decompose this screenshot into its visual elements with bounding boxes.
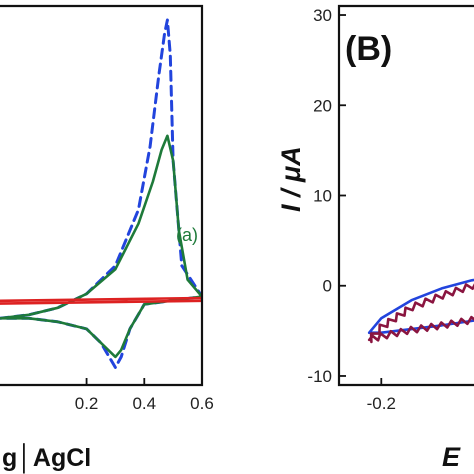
- panel-b-y-tick-label: -10: [307, 367, 332, 386]
- panel-b-ticks: -0.2 -10 0 10 20 30: [307, 6, 396, 413]
- panel-b-y-tick-label: 30: [313, 6, 332, 25]
- panel-a-annotation: (a): [176, 225, 198, 245]
- panel-b-y-axis-label: I / μA: [276, 146, 306, 212]
- panel-b-y-tick-label: 10: [313, 187, 332, 206]
- panel-b-x-axis-label: E: [442, 442, 461, 472]
- panel-a-x-tick-label: 0.2: [75, 394, 99, 413]
- panel-a-frame: [0, 4, 204, 387]
- panel-b-plot-area: [367, 278, 474, 344]
- panel-b-series-0-line: [367, 278, 474, 334]
- panel-a-x-tick-label: 0.6: [190, 394, 214, 413]
- panel-a-series-2-line: [0, 296, 202, 305]
- panel-b-series-1-line: [367, 283, 474, 344]
- panel-b-y-tick-label: 0: [323, 277, 332, 296]
- panel-a: 0.2 0.4 0.6 g│AgCl (a): [0, 4, 214, 474]
- panel-a-x-axis-label-fragment: g│AgCl: [2, 443, 91, 474]
- panel-b-label: (B): [345, 30, 392, 68]
- panel-b: -0.2 -10 0 10 20 30 (B) I / μA E: [276, 4, 474, 472]
- panel-a-series-1-line: [0, 134, 202, 359]
- panel-a-plot-area: [0, 18, 202, 369]
- panel-b-y-tick-label: 20: [313, 96, 332, 115]
- panel-a-x-ticks: 0.2 0.4 0.6: [75, 378, 214, 413]
- panel-b-x-tick-label: -0.2: [367, 394, 396, 413]
- panel-a-x-tick-label: 0.4: [132, 394, 156, 413]
